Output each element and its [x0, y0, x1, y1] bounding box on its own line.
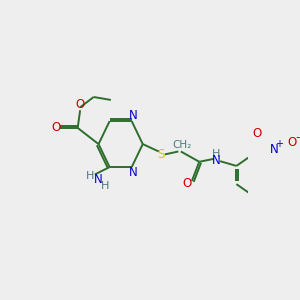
- Text: N: N: [212, 154, 221, 167]
- Text: CH₂: CH₂: [172, 140, 192, 150]
- Text: H: H: [212, 148, 220, 158]
- Text: O: O: [76, 98, 85, 111]
- Text: -: -: [296, 131, 300, 144]
- Text: N: N: [94, 173, 102, 186]
- Text: O: O: [182, 177, 192, 190]
- Text: O: O: [51, 122, 60, 134]
- Text: O: O: [288, 136, 297, 149]
- Text: H: H: [100, 181, 109, 191]
- Text: O: O: [252, 127, 261, 140]
- Text: N: N: [269, 143, 278, 156]
- Text: S: S: [158, 148, 165, 161]
- Text: +: +: [275, 139, 283, 149]
- Text: N: N: [129, 166, 137, 179]
- Text: N: N: [129, 110, 137, 122]
- Text: H: H: [86, 171, 94, 181]
